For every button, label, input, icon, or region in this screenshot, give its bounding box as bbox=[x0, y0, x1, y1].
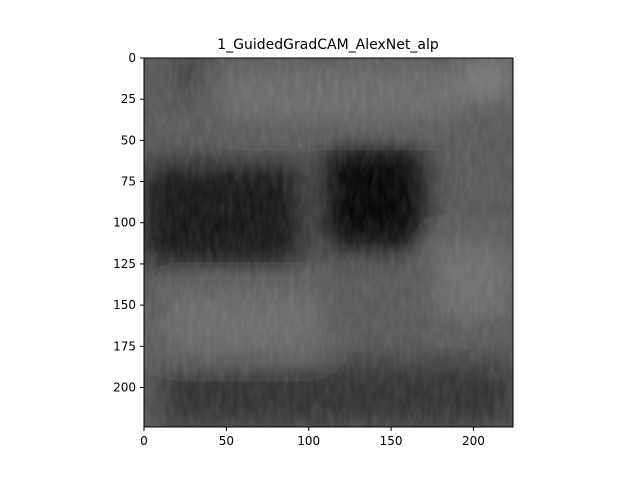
x-axis: 0 50 100 150 200 bbox=[140, 427, 485, 448]
x-tick-label: 0 bbox=[140, 434, 148, 448]
y-tick-label: 150 bbox=[113, 298, 136, 312]
y-axis: 0 25 50 75 100 125 150 175 200 bbox=[113, 51, 144, 394]
y-tick-label: 100 bbox=[113, 216, 136, 230]
plot-area bbox=[144, 58, 513, 427]
y-tick-label: 200 bbox=[113, 380, 136, 394]
chart-title: 1_GuidedGradCAM_AlexNet_alp bbox=[217, 37, 439, 53]
y-tick-label: 50 bbox=[121, 133, 136, 147]
y-tick-label: 175 bbox=[113, 339, 136, 353]
y-tick-label: 75 bbox=[121, 175, 136, 189]
x-tick-label: 100 bbox=[297, 434, 320, 448]
axes-frame bbox=[143, 57, 514, 428]
y-tick-label: 125 bbox=[113, 257, 136, 271]
x-tick-label: 200 bbox=[462, 434, 485, 448]
heatmap-texture bbox=[144, 58, 513, 427]
y-tick-label: 0 bbox=[128, 51, 136, 65]
x-tick-label: 150 bbox=[380, 434, 403, 448]
y-tick-label: 25 bbox=[121, 92, 136, 106]
x-tick-label: 50 bbox=[219, 434, 234, 448]
